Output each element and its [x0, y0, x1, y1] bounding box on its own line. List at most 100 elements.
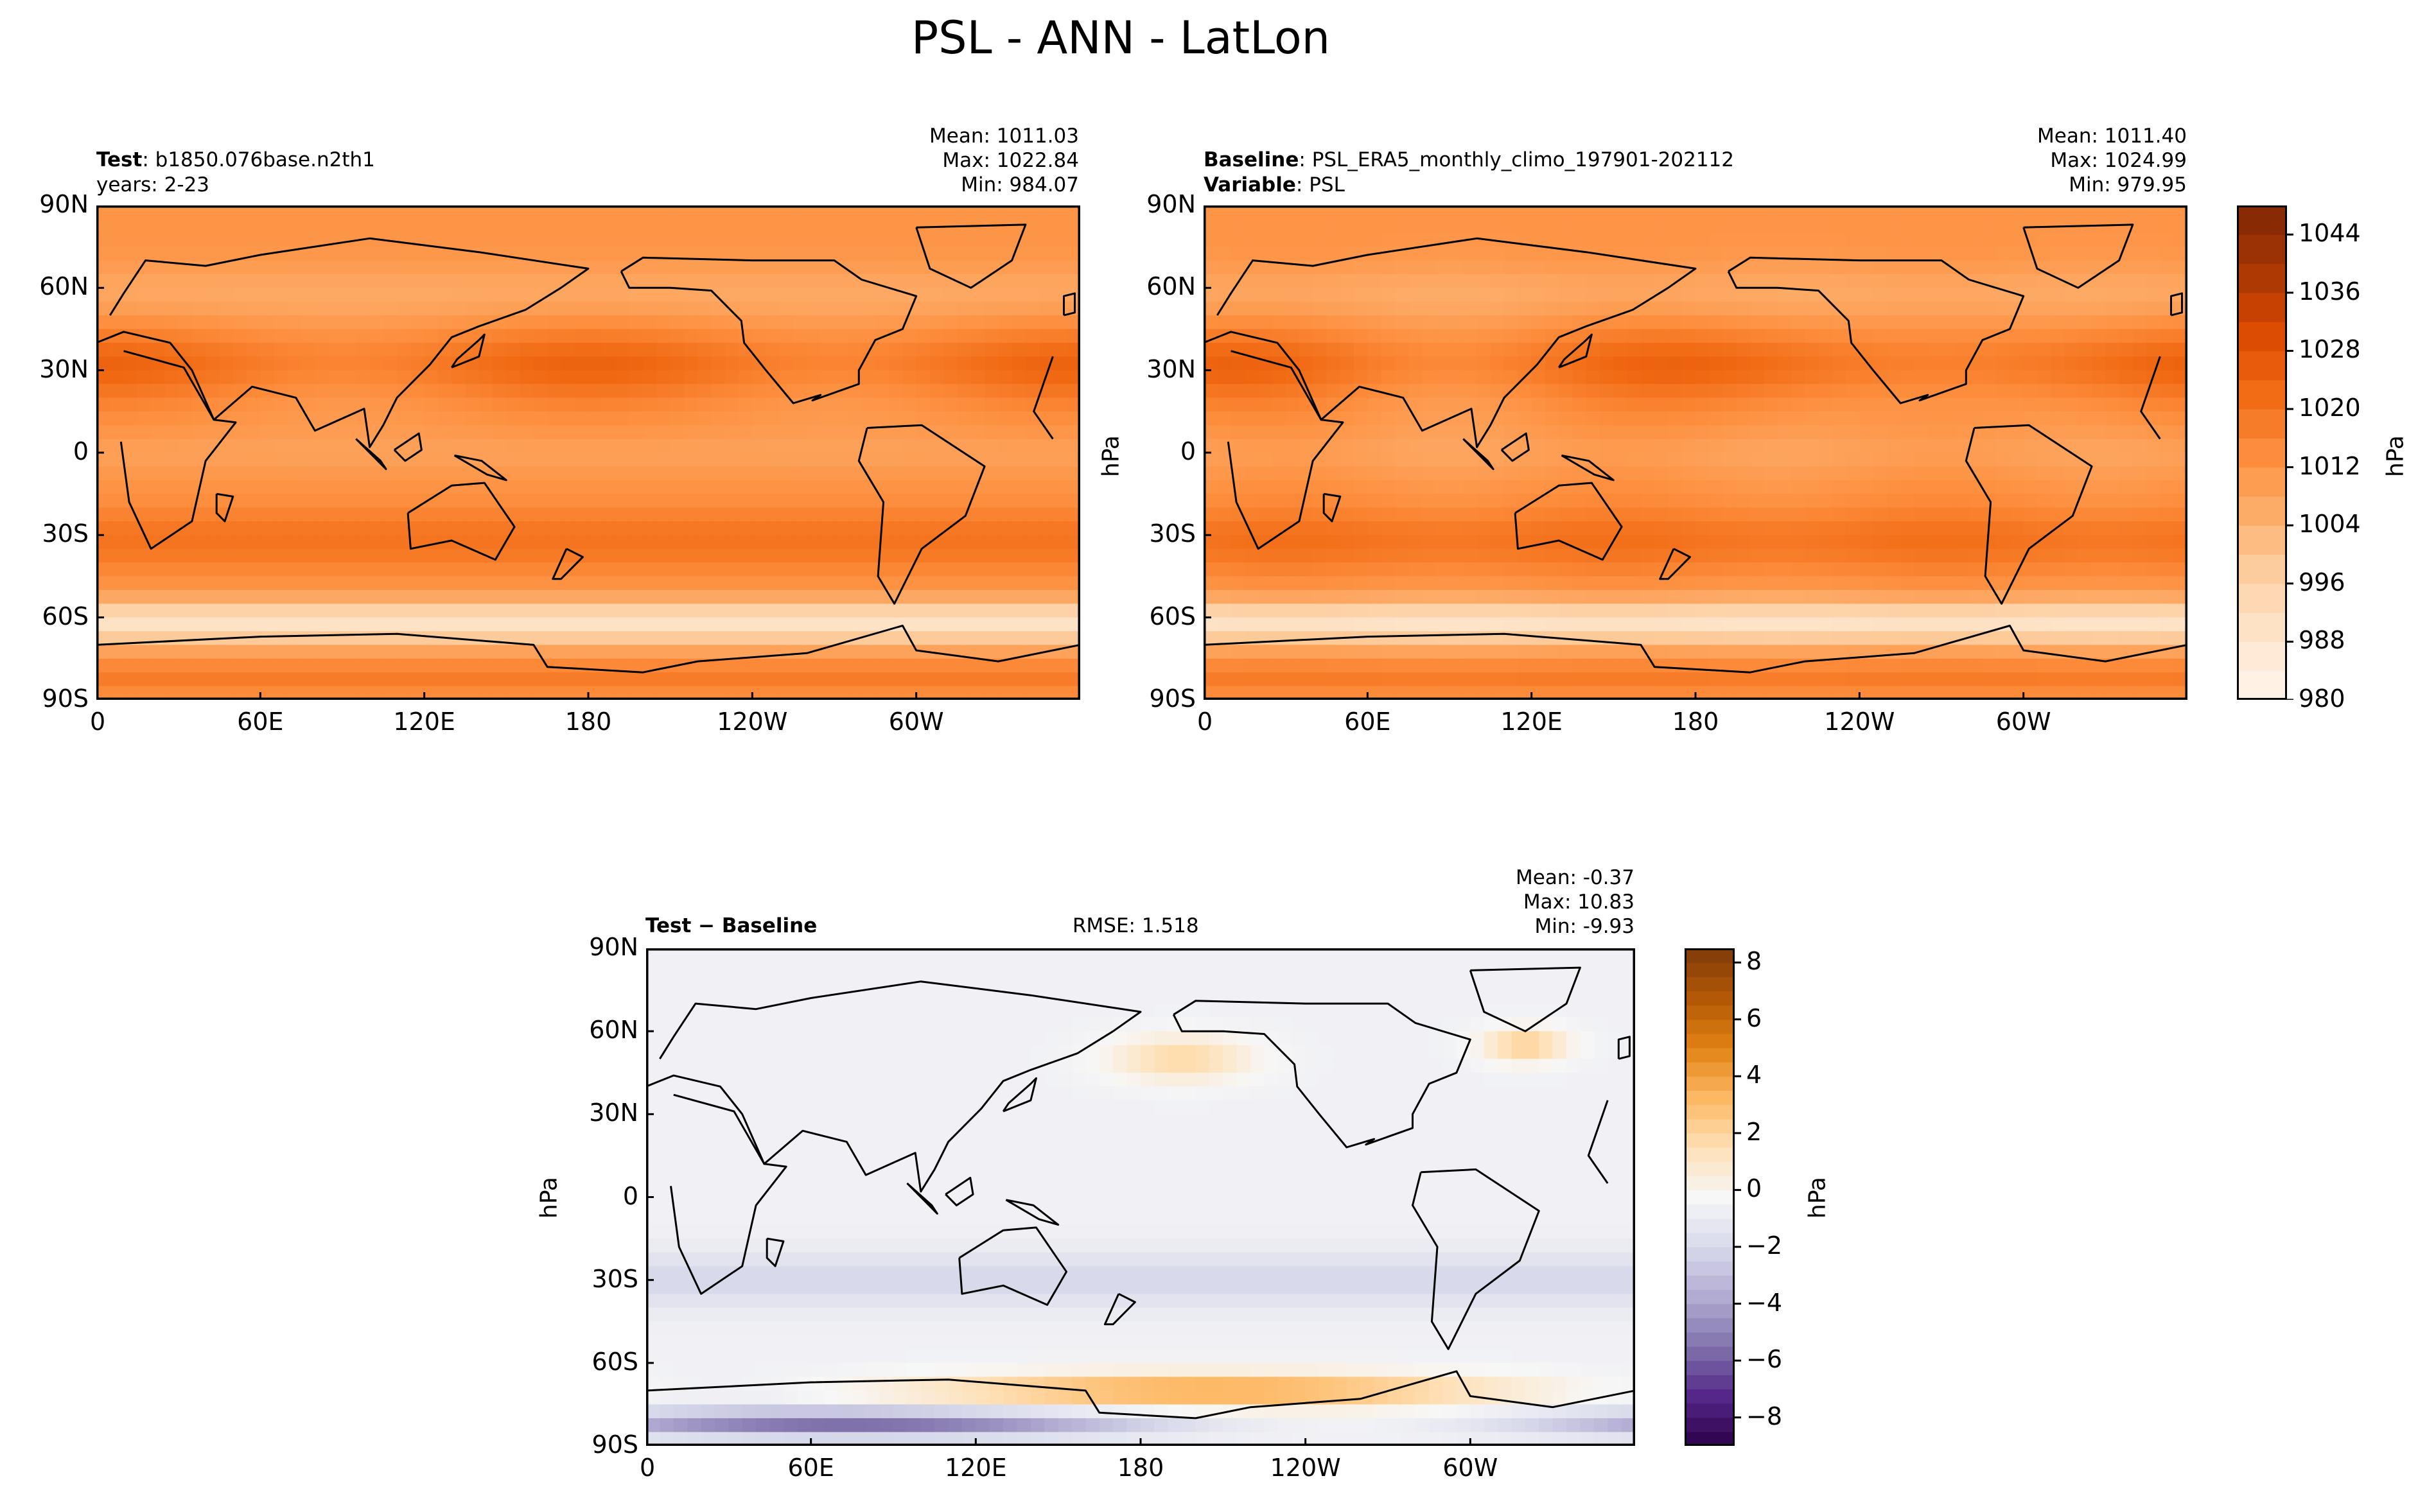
test-map-cell	[574, 425, 589, 440]
baseline-map-cell	[2092, 425, 2106, 440]
baseline-map-cell	[1709, 288, 1724, 302]
baseline-map-cell	[2173, 562, 2187, 577]
test-map-cell	[766, 329, 780, 343]
baseline-map-cell	[1408, 562, 1423, 577]
test-map-cell	[178, 397, 193, 412]
test-map-cell	[985, 576, 999, 591]
test-map-cell	[643, 439, 657, 453]
baseline-map-cell	[1272, 521, 1286, 535]
baseline-map-cell	[1777, 274, 1792, 288]
baseline-map-cell	[1722, 356, 1737, 371]
test-map-cell	[191, 219, 206, 234]
test-map-cell	[697, 370, 712, 385]
test-map-cell	[287, 507, 302, 522]
test-map-cell	[206, 480, 220, 494]
test-map-cell	[437, 247, 452, 261]
test-map-cell	[478, 205, 493, 220]
baseline-map-cell	[1968, 562, 1983, 577]
baseline-map-cell	[1340, 247, 1354, 261]
test-map-cell	[670, 274, 685, 288]
test-map-cell	[1053, 604, 1067, 618]
test-map-cell	[151, 604, 165, 618]
test-map-cell	[739, 301, 753, 316]
baseline-map-cell	[1490, 397, 1505, 412]
baseline-map-cell	[1968, 301, 1983, 316]
baseline-map-cell	[1640, 631, 1655, 646]
test-map-cell	[369, 466, 384, 481]
baseline-map-cell	[1600, 219, 1614, 234]
baseline-map-cell	[1777, 370, 1792, 385]
test-map-cell	[206, 301, 220, 316]
baseline-map-cell	[1545, 480, 1559, 494]
test-map-cell	[561, 658, 575, 673]
baseline-map-cell	[2105, 301, 2120, 316]
test-map-cell	[670, 589, 685, 604]
test-map-cell	[369, 384, 384, 399]
baseline-map-cell	[1914, 411, 1929, 426]
test-map-cell	[451, 232, 466, 247]
test-map-cell	[697, 453, 712, 467]
test-map-cell	[1053, 453, 1067, 467]
baseline-map-cell	[1791, 247, 1805, 261]
test-map-cell	[301, 232, 316, 247]
test-map-cell	[574, 342, 589, 357]
baseline-map-cell	[1996, 604, 2010, 618]
test-map-cell	[834, 370, 848, 385]
baseline-map-cell	[2173, 205, 2187, 220]
test-map-cell	[1025, 247, 1040, 261]
test-map-cell	[123, 288, 138, 302]
test-map-cell	[437, 260, 452, 275]
baseline-map-cell	[1217, 411, 1232, 426]
test-map-cell	[943, 658, 958, 673]
baseline-map-cell	[1654, 329, 1669, 343]
baseline-map-cell	[1450, 645, 1464, 659]
baseline-map-cell	[1818, 301, 1833, 316]
test-map-cell	[219, 672, 234, 687]
test-map-cell	[328, 562, 343, 577]
baseline-map-cell	[1736, 370, 1751, 385]
test-map-cell	[123, 247, 138, 261]
baseline-map-cell	[1394, 356, 1409, 371]
baseline-map-cell	[2010, 219, 2024, 234]
test-map-cell	[656, 411, 671, 426]
baseline-map-cell	[1354, 425, 1368, 440]
test-map-cell	[1039, 260, 1054, 275]
baseline-map-cell	[1422, 288, 1437, 302]
test-map-cell	[437, 425, 452, 440]
baseline-map-cell	[1914, 535, 1929, 550]
baseline-map-cell	[2023, 507, 2038, 522]
test-map-cell	[902, 342, 917, 357]
test-map-cell	[929, 548, 944, 563]
test-map-cell	[547, 589, 562, 604]
test-map-cell	[985, 288, 999, 302]
test-map-cell	[875, 466, 889, 481]
test-map-cell	[697, 384, 712, 399]
baseline-map-cell	[1354, 535, 1368, 550]
baseline-map-cell	[1886, 260, 1901, 275]
baseline-map-cell	[1586, 562, 1600, 577]
test-map-cell	[547, 397, 562, 412]
baseline-map-cell	[1285, 439, 1300, 453]
baseline-map-cell	[1668, 219, 1683, 234]
test-map-cell	[274, 425, 288, 440]
baseline-map-cell	[1545, 453, 1559, 467]
test-map-cell	[274, 329, 288, 343]
test-map-cell	[506, 425, 521, 440]
test-map-cell	[478, 219, 493, 234]
test-map-cell	[110, 274, 125, 288]
test-map-cell	[451, 342, 466, 357]
baseline-map-cell	[1859, 370, 1874, 385]
baseline-map-cell	[2105, 219, 2120, 234]
test-map-cell	[287, 439, 302, 453]
baseline-map-cell	[1340, 232, 1354, 247]
test-map-cell	[247, 342, 261, 357]
baseline-map-cell	[2064, 370, 2079, 385]
baseline-map-cell	[2132, 425, 2147, 440]
baseline-map-cell	[1914, 219, 1929, 234]
test-map-cell	[602, 535, 617, 550]
baseline-map-cell	[1204, 301, 1218, 316]
test-map-cell	[151, 384, 165, 399]
baseline-map-cell	[1955, 301, 1970, 316]
test-map-cell	[110, 219, 125, 234]
baseline-map-cell	[1791, 342, 1805, 357]
